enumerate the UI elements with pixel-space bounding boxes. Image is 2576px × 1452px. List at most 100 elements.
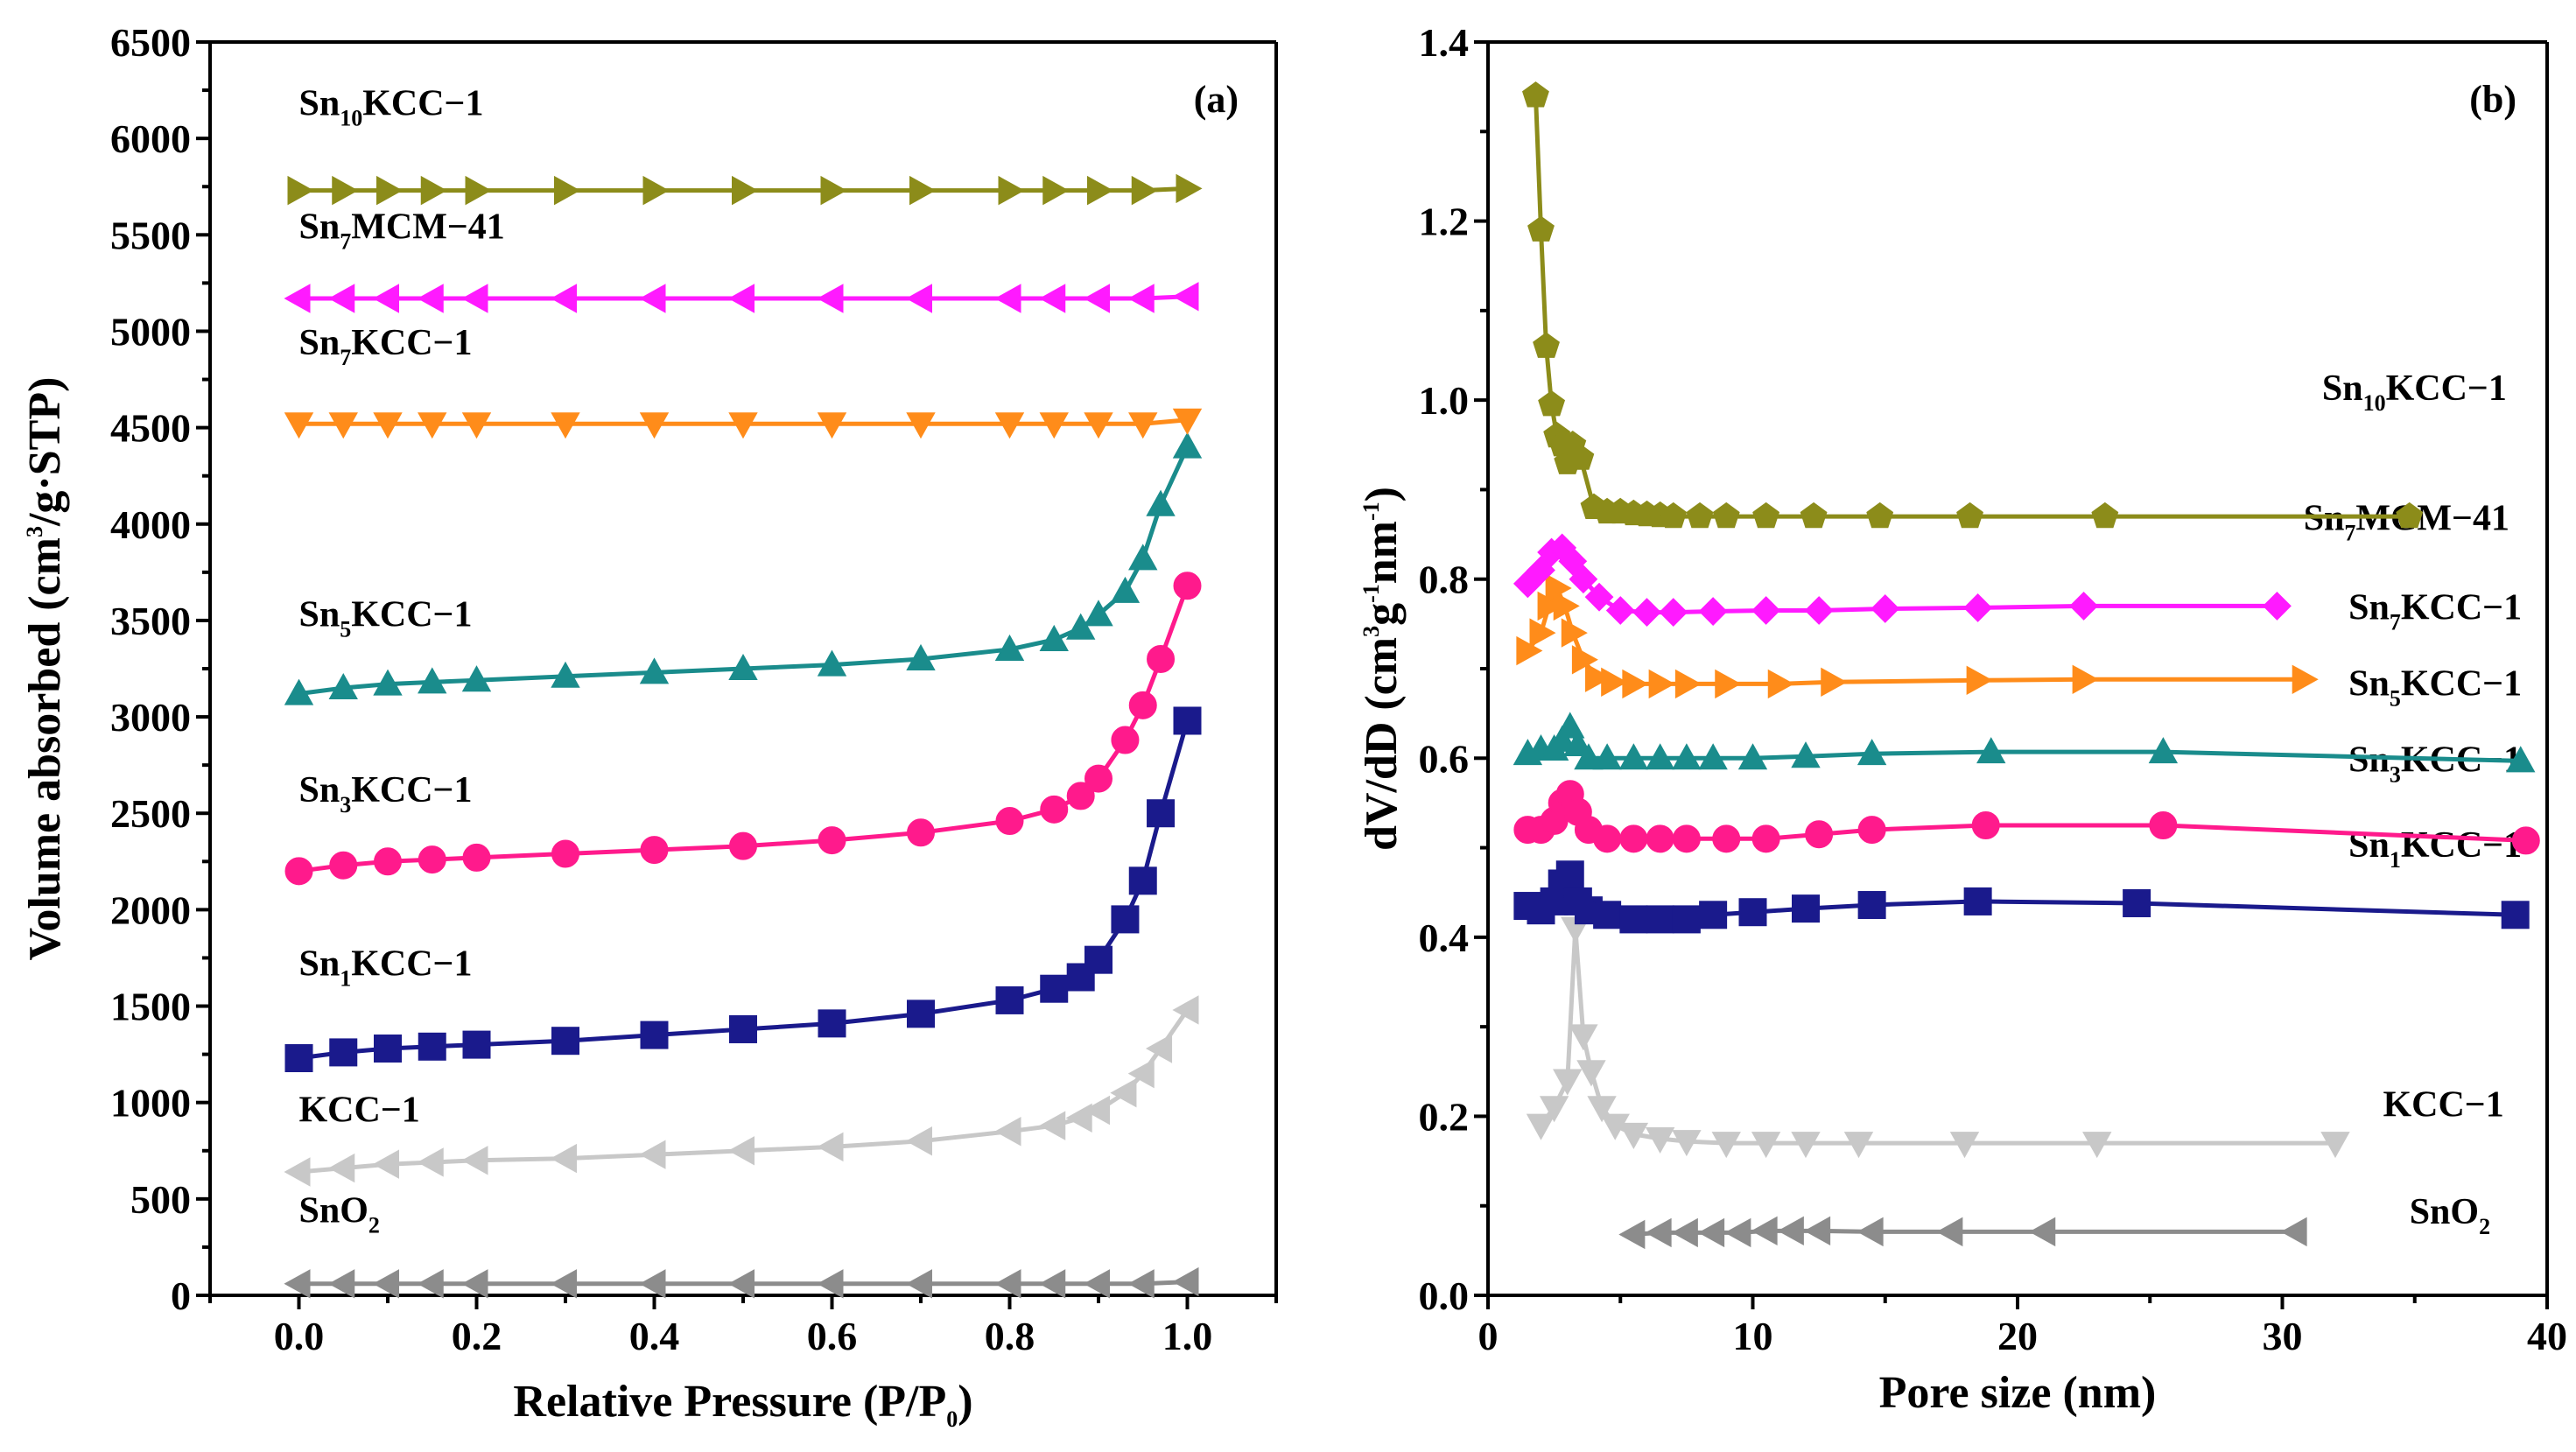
data-point (1601, 667, 1628, 698)
x-axis-title: Relative Pressure (P/P0) (513, 1377, 972, 1432)
data-point (1857, 891, 1886, 920)
data-point (1751, 596, 1781, 625)
y-tick-label: 1500 (110, 985, 191, 1029)
data-point (418, 845, 446, 874)
data-point (1040, 974, 1069, 1003)
y-tick-label: 2000 (110, 887, 191, 932)
y-tick-label: 0.4 (1419, 915, 1470, 960)
data-point (727, 1136, 755, 1166)
series-label-a-2: Sn1KCC−1 (299, 943, 473, 991)
data-point (1539, 1096, 1569, 1123)
data-point (995, 807, 1024, 836)
data-point (1592, 743, 1622, 770)
data-point (284, 1157, 311, 1187)
data-point (906, 643, 936, 670)
data-point (461, 665, 492, 692)
data-point (817, 1132, 844, 1162)
data-point (328, 412, 358, 439)
series-label-a-4: Sn5KCC−1 (299, 595, 473, 642)
data-point (1561, 618, 1588, 648)
series-label-b-5: Sn7KCC−1 (2348, 588, 2522, 635)
data-point (994, 1117, 1021, 1147)
data-point (417, 1147, 444, 1177)
data-point (1804, 1216, 1831, 1246)
data-point (1039, 624, 1069, 651)
data-point (1791, 1132, 1821, 1159)
data-point (1083, 1095, 1110, 1126)
data-point (1083, 1269, 1110, 1299)
data-point (1660, 502, 1688, 529)
data-point (1738, 898, 1767, 927)
data-point (1791, 741, 1821, 768)
data-point (1674, 669, 1702, 699)
data-point (1698, 743, 1728, 770)
data-point (1966, 665, 1993, 695)
data-point (1147, 644, 1176, 673)
data-point (418, 1032, 446, 1061)
series-label-a-0: SnO2 (299, 1190, 380, 1238)
data-point (1585, 663, 1612, 692)
data-point (1128, 866, 1157, 895)
data-point (2148, 737, 2179, 764)
data-point (817, 649, 847, 677)
x-tick-label: 30 (2263, 1314, 2303, 1358)
data-point (1956, 502, 1983, 529)
data-point (2320, 1132, 2350, 1159)
data-point (1821, 667, 1848, 698)
y-tick-label: 3500 (110, 599, 191, 643)
data-point (2263, 591, 2292, 621)
data-point (1553, 1069, 1583, 1096)
data-point (1555, 712, 1585, 739)
series-Sn10KCC-1: Sn10KCC−1 (287, 84, 1203, 206)
series-Sn1KCC-1: Sn1KCC−1 (284, 706, 1202, 1073)
data-point (817, 1269, 844, 1299)
data-point (817, 284, 844, 313)
panel-tag: (a) (1194, 78, 1239, 121)
data-point (1567, 444, 1595, 470)
data-point (1699, 901, 1728, 929)
data-point (1145, 1034, 1173, 1063)
data-point (1622, 669, 1649, 699)
data-point (551, 839, 579, 868)
data-point (1576, 1060, 1606, 1087)
data-point (1516, 635, 1543, 666)
data-point (995, 986, 1024, 1014)
series-line (1526, 545, 2278, 615)
y-tick-label: 1.0 (1419, 378, 1470, 423)
panel-a-isotherms: 0 500 1000 1500 2000 2500 3000 3500 4000 4500 5000… (20, 20, 1278, 1432)
data-point (1111, 726, 1140, 754)
series-label-b-0: SnO2 (2410, 1192, 2490, 1239)
series-Sn7KCC-1: Sn7KCC−1 (1516, 573, 2522, 699)
data-point (1527, 215, 1555, 242)
x-tick-label: 0.0 (274, 1314, 325, 1358)
data-point (994, 412, 1025, 439)
data-point (905, 1126, 932, 1156)
data-point (373, 412, 403, 439)
data-point (374, 1035, 402, 1063)
series-KCC-1: KCC−1 (284, 995, 1199, 1187)
data-point (2123, 888, 2151, 917)
series-label-b-4: Sn5KCC−1 (2348, 664, 2522, 712)
series-label-a-6: Sn7MCM−41 (299, 207, 505, 255)
data-point (372, 1149, 399, 1179)
data-point (818, 1009, 846, 1038)
data-point (728, 653, 758, 680)
data-point (1805, 820, 1834, 849)
data-point (818, 826, 846, 855)
data-point (284, 284, 311, 313)
series-SnO2: SnO2 (1618, 1192, 2490, 1250)
data-point (1127, 1058, 1155, 1089)
data-point (1127, 284, 1155, 313)
data-point (2396, 502, 2424, 529)
series-label-b-7: Sn10KCC−1 (2322, 368, 2507, 416)
data-point (551, 661, 580, 688)
data-point (1963, 593, 1993, 622)
data-point (640, 836, 669, 865)
data-point (1752, 502, 1780, 529)
data-point (2280, 1217, 2307, 1247)
data-point (1645, 1127, 1675, 1154)
data-point (461, 284, 488, 313)
data-point (1751, 1216, 1778, 1246)
data-point (328, 284, 355, 313)
